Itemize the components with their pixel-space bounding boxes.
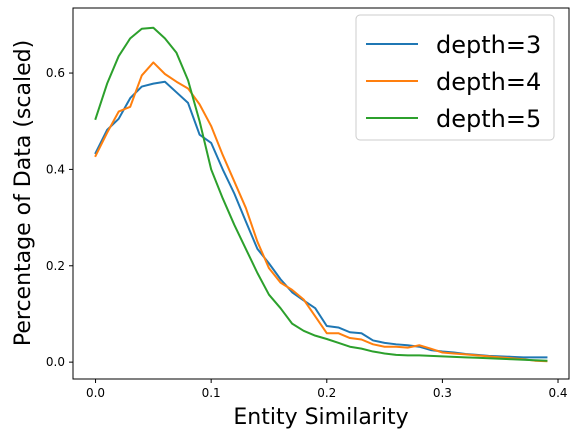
series-line-depth-5 [94, 26, 548, 362]
y-axis-ticks: 0.0 0.2 0.4 0.6 [46, 66, 73, 369]
series-layer [94, 26, 548, 363]
x-tick-label: 0.2 [317, 386, 336, 400]
legend-label-depth-3: depth=3 [436, 31, 541, 59]
y-tick-label: 0.6 [46, 66, 65, 80]
legend-frame [355, 14, 555, 141]
x-tick-label: 0.1 [202, 386, 221, 400]
y-tick-label: 0.0 [46, 355, 65, 369]
series-line-depth-4 [94, 61, 548, 363]
legend-label-depth-4: depth=4 [436, 68, 541, 96]
legend-label-depth-5: depth=5 [436, 105, 541, 133]
x-tick-label: 0.4 [548, 386, 567, 400]
x-tick-label: 0.0 [86, 386, 105, 400]
x-axis-title: Entity Similarity [233, 405, 408, 430]
legend: depth=3 depth=4 depth=5 [355, 14, 555, 141]
plot-frame [72, 7, 570, 380]
y-tick-label: 0.4 [46, 162, 65, 176]
y-axis-title: Percentage of Data (scaled) [11, 40, 36, 346]
x-axis-ticks: 0.0 0.1 0.2 0.3 0.4 [86, 379, 568, 400]
x-tick-label: 0.3 [433, 386, 452, 400]
y-tick-label: 0.2 [46, 259, 65, 273]
